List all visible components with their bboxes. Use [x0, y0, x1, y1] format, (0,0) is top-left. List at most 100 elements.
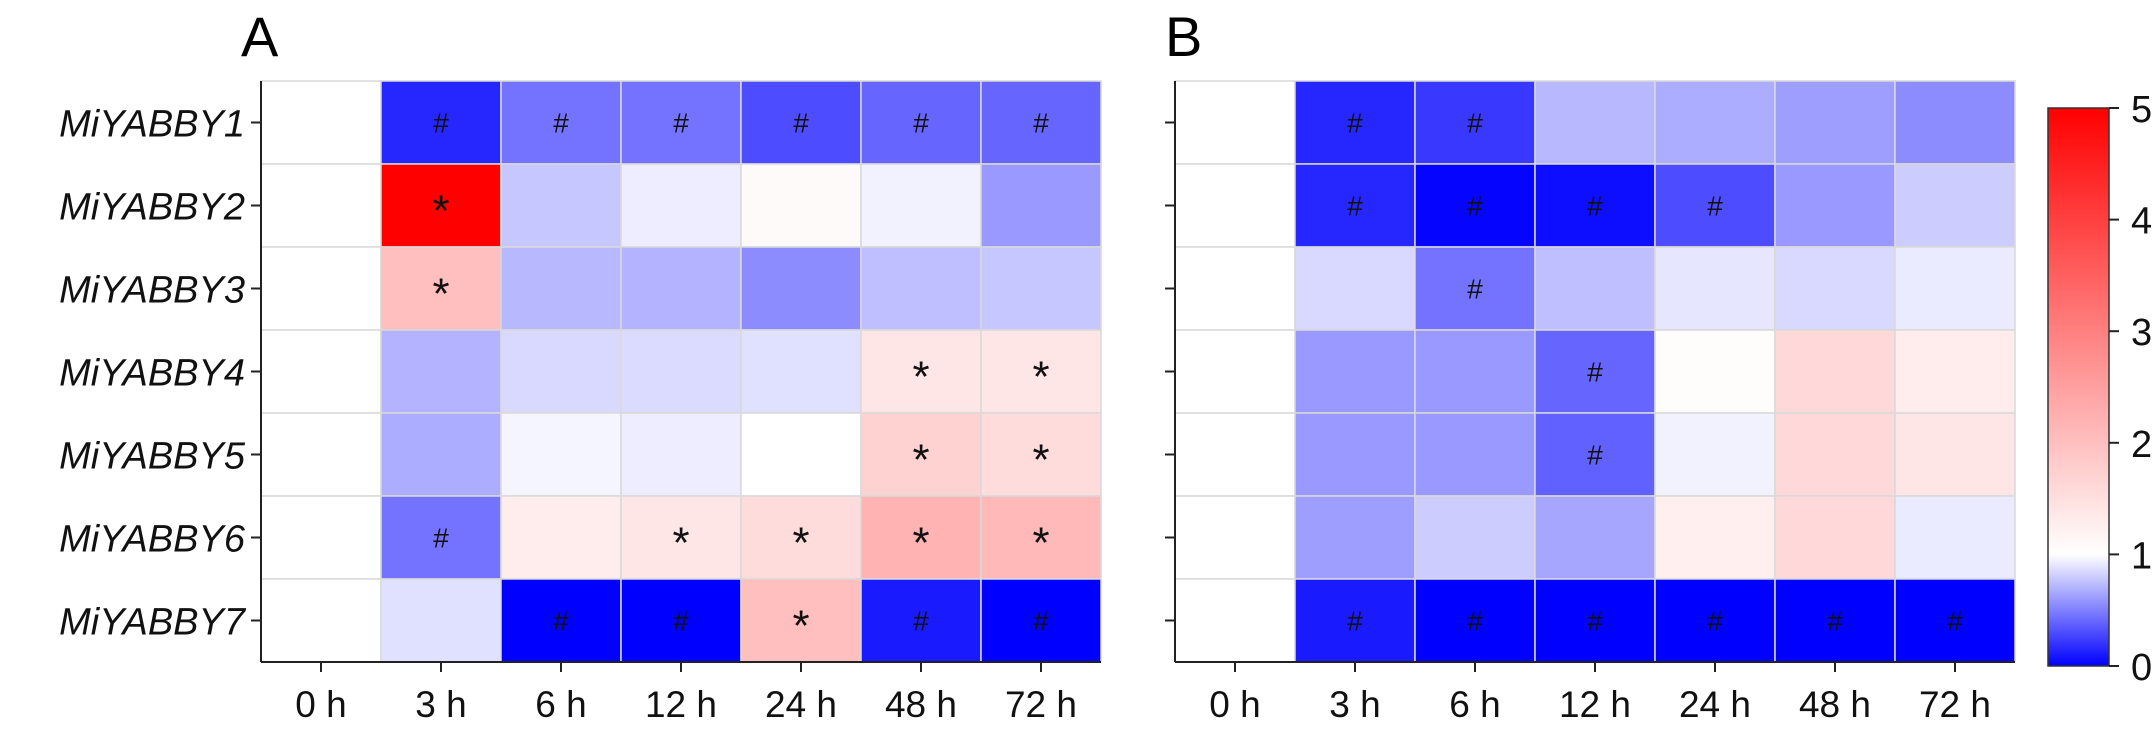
colorbar-tick-label: 0: [2131, 647, 2152, 689]
heatmap-cell: [1654, 80, 1776, 165]
significance-hash: #: [1467, 191, 1483, 222]
colorbar-tick-label: 1: [2131, 535, 2152, 577]
significance-asterisk: *: [1032, 436, 1049, 485]
column-label: 12 h: [1559, 684, 1631, 725]
heatmap-cell: [860, 246, 982, 331]
heatmap-cell: [500, 80, 622, 165]
column-label: 6 h: [1449, 684, 1500, 725]
significance-asterisk: *: [912, 519, 929, 568]
significance-hash: #: [673, 108, 689, 139]
heatmap-cell: [1894, 329, 2016, 414]
heatmap-cell: [1894, 412, 2016, 497]
heatmap-cell: [380, 329, 502, 414]
heatmap-cell: [380, 578, 502, 663]
significance-asterisk: *: [1032, 353, 1049, 402]
significance-asterisk: *: [432, 187, 449, 236]
heatmap-cell: [740, 329, 862, 414]
row-label: MiYABBY3: [59, 270, 245, 312]
significance-hash: #: [1467, 274, 1483, 305]
significance-hash: #: [553, 606, 569, 637]
row-label: MiYABBY6: [59, 519, 246, 561]
significance-hash: #: [1467, 606, 1483, 637]
colorbar-gradient: [2047, 107, 2110, 667]
heatmap-cell: [1174, 578, 1296, 663]
heatmap-panel-a: # # # # # # * * * * * * # * * * * # # * # # MiYABBY1 MiYABBY2 Mi…: [59, 80, 1102, 725]
heatmap-cell: [1534, 246, 1656, 331]
heatmap-cell: [1414, 578, 1536, 663]
heatmap-cell: [1534, 163, 1656, 248]
heatmap-cell: [860, 578, 982, 663]
heatmap-cell: [1414, 329, 1536, 414]
column-label: 12 h: [645, 684, 717, 725]
heatmap-cell: [260, 246, 382, 331]
heatmap-cell: [620, 412, 742, 497]
significance-hash: #: [913, 108, 929, 139]
significance-hash: #: [1033, 108, 1049, 139]
row-label: MiYABBY4: [59, 353, 245, 395]
heatmap-cell: [980, 246, 1102, 331]
heatmap-cell: [260, 163, 382, 248]
heatmap-cell: [620, 80, 742, 165]
column-label: 48 h: [885, 684, 957, 725]
heatmap-cell: [380, 80, 502, 165]
heatmap-cell: [620, 578, 742, 663]
significance-asterisk: *: [912, 353, 929, 402]
heatmap-cell: [1294, 80, 1416, 165]
significance-hash: #: [1347, 108, 1363, 139]
column-label: 0 h: [1209, 684, 1260, 725]
significance-hash: #: [553, 108, 569, 139]
heatmap-cell: [380, 412, 502, 497]
heatmap-panel-b: # # # # # # # # # # # # # # #0 h 3 h 6 h 12 h 24 h 48 h 72 h: [1165, 80, 2016, 725]
heatmap-cell: [860, 495, 982, 580]
heatmap-cell: [1894, 163, 2016, 248]
significance-hash: #: [793, 108, 809, 139]
row-label: MiYABBY2: [59, 187, 245, 229]
heatmap-cell: [1294, 495, 1416, 580]
heatmap-cell: [980, 80, 1102, 165]
panel-b-label: B: [1165, 5, 1202, 68]
significance-hash: #: [1467, 108, 1483, 139]
heatmap-cell: [260, 495, 382, 580]
heatmap-cell: [1774, 578, 1896, 663]
heatmap-cell: [620, 163, 742, 248]
significance-hash: #: [1347, 606, 1363, 637]
heatmap-cell: [1654, 163, 1776, 248]
colorbar-tick-label: 2: [2131, 424, 2152, 466]
heatmap-cell: [1294, 412, 1416, 497]
heatmap-cell: [500, 412, 622, 497]
heatmap-cell: [1174, 495, 1296, 580]
column-label: 24 h: [1679, 684, 1751, 725]
column-label: 6 h: [535, 684, 586, 725]
significance-hash: #: [433, 108, 449, 139]
heatmap-cell: [380, 246, 502, 331]
row-label: MiYABBY5: [59, 436, 246, 478]
row-label: MiYABBY1: [59, 104, 245, 146]
significance-asterisk: *: [792, 519, 809, 568]
heatmap-cell: [1894, 495, 2016, 580]
significance-hash: #: [1707, 606, 1723, 637]
heatmap-cell: [1654, 246, 1776, 331]
heatmap-cell: [1414, 163, 1536, 248]
heatmap-cell: [1774, 80, 1896, 165]
heatmap-cell: [620, 495, 742, 580]
heatmap-cell: [740, 578, 862, 663]
significance-asterisk: *: [1032, 519, 1049, 568]
heatmap-cell: [1174, 80, 1296, 165]
heatmap-cell: [1654, 495, 1776, 580]
significance-asterisk: *: [912, 436, 929, 485]
heatmap-cell: [500, 163, 622, 248]
significance-hash: #: [1033, 606, 1049, 637]
heatmap-cell: [620, 246, 742, 331]
heatmap-cell: [1294, 246, 1416, 331]
significance-hash: #: [1707, 191, 1723, 222]
heatmap-cell: [500, 578, 622, 663]
heatmap-cell: [620, 329, 742, 414]
heatmap-cell: [1774, 329, 1896, 414]
heatmap-cell: [1414, 412, 1536, 497]
heatmap-cell: [740, 412, 862, 497]
heatmap-cell: [1654, 412, 1776, 497]
heatmap-cell: [1774, 246, 1896, 331]
column-label: 48 h: [1799, 684, 1871, 725]
significance-hash: #: [1347, 191, 1363, 222]
